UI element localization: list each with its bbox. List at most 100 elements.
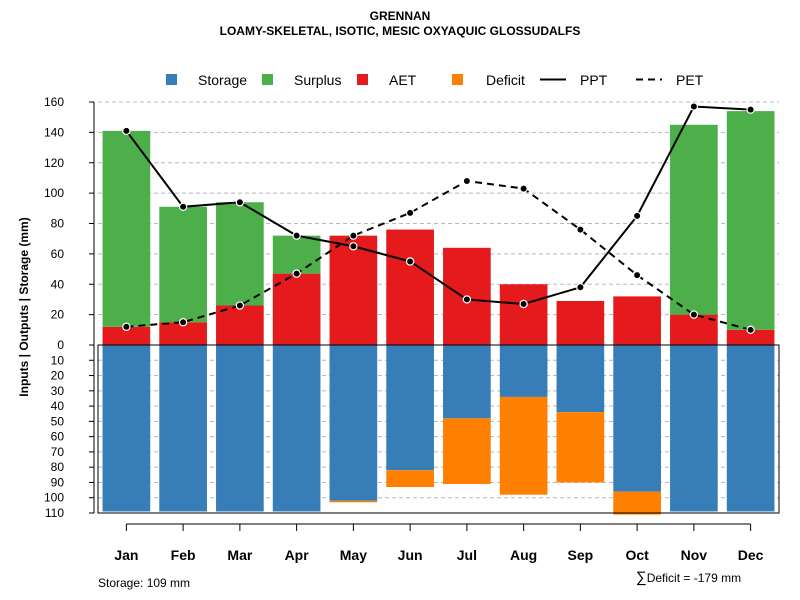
bar-surplus-feb	[159, 206, 207, 323]
bar-surplus-apr	[272, 235, 321, 274]
y-tick-label-top: 60	[51, 247, 65, 261]
point-ppt-jun	[405, 257, 415, 266]
bar-storage-oct	[613, 345, 661, 492]
point-ppt-jan	[122, 126, 131, 136]
y-tick-label-bottom: 30	[51, 384, 65, 398]
point-ppt-dec	[746, 105, 755, 114]
point-pet-jul	[462, 176, 472, 186]
point-pet-oct	[632, 270, 642, 280]
x-tick-label-oct: Oct	[625, 547, 649, 563]
bar-aet-jan	[102, 326, 151, 345]
y-tick-label-top: 140	[44, 125, 64, 139]
bar-aet-sep	[556, 300, 605, 345]
y-tick-label-top: 20	[51, 308, 65, 322]
bar-deficit-sep	[556, 412, 605, 483]
bar-storage-jan	[102, 345, 151, 512]
x-tick-label-aug: Aug	[510, 547, 537, 563]
bar-storage-mar	[216, 345, 264, 512]
point-ppt-feb	[178, 202, 188, 211]
bar-deficit-jun	[386, 470, 434, 488]
bar-aet-oct	[613, 296, 661, 345]
point-pet-aug	[519, 184, 528, 193]
bar-aet-apr	[272, 273, 321, 345]
bar-surplus-dec	[726, 111, 775, 330]
y-tick-label-bottom: 10	[51, 353, 65, 367]
bar-deficit-oct	[613, 491, 661, 515]
x-tick-label-nov: Nov	[681, 547, 708, 563]
y-tick-label-bottom: 40	[51, 399, 65, 413]
point-pet-jan	[122, 322, 131, 331]
bar-deficit-may	[329, 500, 378, 503]
bar-deficit-aug	[499, 396, 548, 495]
point-pet-may	[349, 231, 358, 240]
deficit-total: ∑Deficit = -179 mm	[636, 569, 741, 586]
point-ppt-apr	[292, 231, 301, 240]
legend-label-ppt: PPT	[580, 72, 608, 88]
bar-storage-may	[329, 345, 378, 501]
bar-deficit-jul	[443, 418, 491, 484]
bar-aet-mar	[216, 305, 264, 345]
x-tick-label-feb: Feb	[171, 547, 196, 563]
point-pet-nov	[689, 310, 699, 319]
x-tick-label-may: May	[340, 547, 367, 563]
y-tick-label-top: 40	[51, 277, 65, 291]
point-pet-jun	[405, 208, 415, 218]
y-tick-label-top: 0	[57, 338, 64, 352]
bar-surplus-nov	[670, 124, 718, 315]
y-tick-label-bottom: 60	[51, 430, 65, 444]
bar-storage-aug	[499, 345, 548, 397]
x-tick-label-mar: Mar	[227, 547, 252, 563]
bar-aet-jun	[386, 229, 434, 345]
y-tick-label-bottom: 80	[51, 460, 65, 474]
sum-icon: ∑	[636, 569, 647, 586]
y-axis-label: Inputs | Outputs | Storage (mm)	[17, 217, 31, 396]
y-tick-label-bottom: 70	[51, 445, 65, 459]
legend-label-storage: Storage	[198, 72, 247, 88]
legend-swatch-storage	[166, 74, 177, 85]
bar-aet-aug	[499, 284, 548, 345]
point-pet-feb	[178, 318, 188, 327]
bar-storage-feb	[159, 345, 207, 512]
bar-storage-jul	[443, 345, 491, 419]
bar-storage-sep	[556, 345, 605, 413]
x-tick-label-jul: Jul	[457, 547, 477, 563]
x-tick-label-jun: Jun	[398, 547, 423, 563]
legend-label-aet: AET	[389, 72, 417, 88]
y-tick-label-top: 100	[44, 186, 64, 200]
point-pet-apr	[292, 269, 301, 278]
bar-storage-nov	[670, 345, 718, 512]
y-tick-label-top: 80	[51, 217, 65, 231]
y-tick-label-top: 160	[44, 95, 64, 109]
x-tick-label-jan: Jan	[114, 547, 138, 563]
legend-swatch-aet	[357, 74, 368, 85]
bar-aet-may	[329, 235, 378, 345]
x-tick-label-dec: Dec	[738, 547, 764, 563]
bar-surplus-mar	[216, 202, 264, 306]
y-tick-label-bottom: 50	[51, 414, 65, 428]
bar-storage-dec	[726, 345, 775, 512]
bar-storage-jun	[386, 345, 434, 471]
y-tick-label-bottom: 100	[44, 491, 64, 505]
legend-swatch-deficit	[452, 74, 463, 85]
point-ppt-nov	[689, 102, 699, 111]
bar-aet-dec	[726, 329, 775, 345]
point-pet-dec	[746, 325, 755, 335]
point-ppt-oct	[632, 211, 642, 221]
legend-label-deficit: Deficit	[486, 72, 525, 88]
point-ppt-jul	[462, 295, 472, 304]
line-ppt	[125, 105, 751, 306]
bar-surplus-jan	[102, 130, 151, 327]
y-tick-label-bottom: 90	[51, 475, 65, 489]
point-ppt-aug	[519, 299, 528, 309]
chart-subtitle: LOAMY-SKELETAL, ISOTIC, MESIC OXYAQUIC G…	[219, 24, 581, 38]
bar-aet-feb	[159, 322, 207, 345]
y-tick-label-bottom: 110	[45, 506, 64, 520]
x-tick-label-apr: Apr	[285, 547, 310, 563]
storage-total: Storage: 109 mm	[98, 576, 191, 590]
point-ppt-mar	[235, 198, 245, 207]
deficit-total-label: Deficit = -179 mm	[646, 571, 742, 585]
point-ppt-may	[349, 242, 358, 251]
point-ppt-sep	[576, 283, 585, 292]
legend-swatch-surplus	[262, 74, 273, 85]
